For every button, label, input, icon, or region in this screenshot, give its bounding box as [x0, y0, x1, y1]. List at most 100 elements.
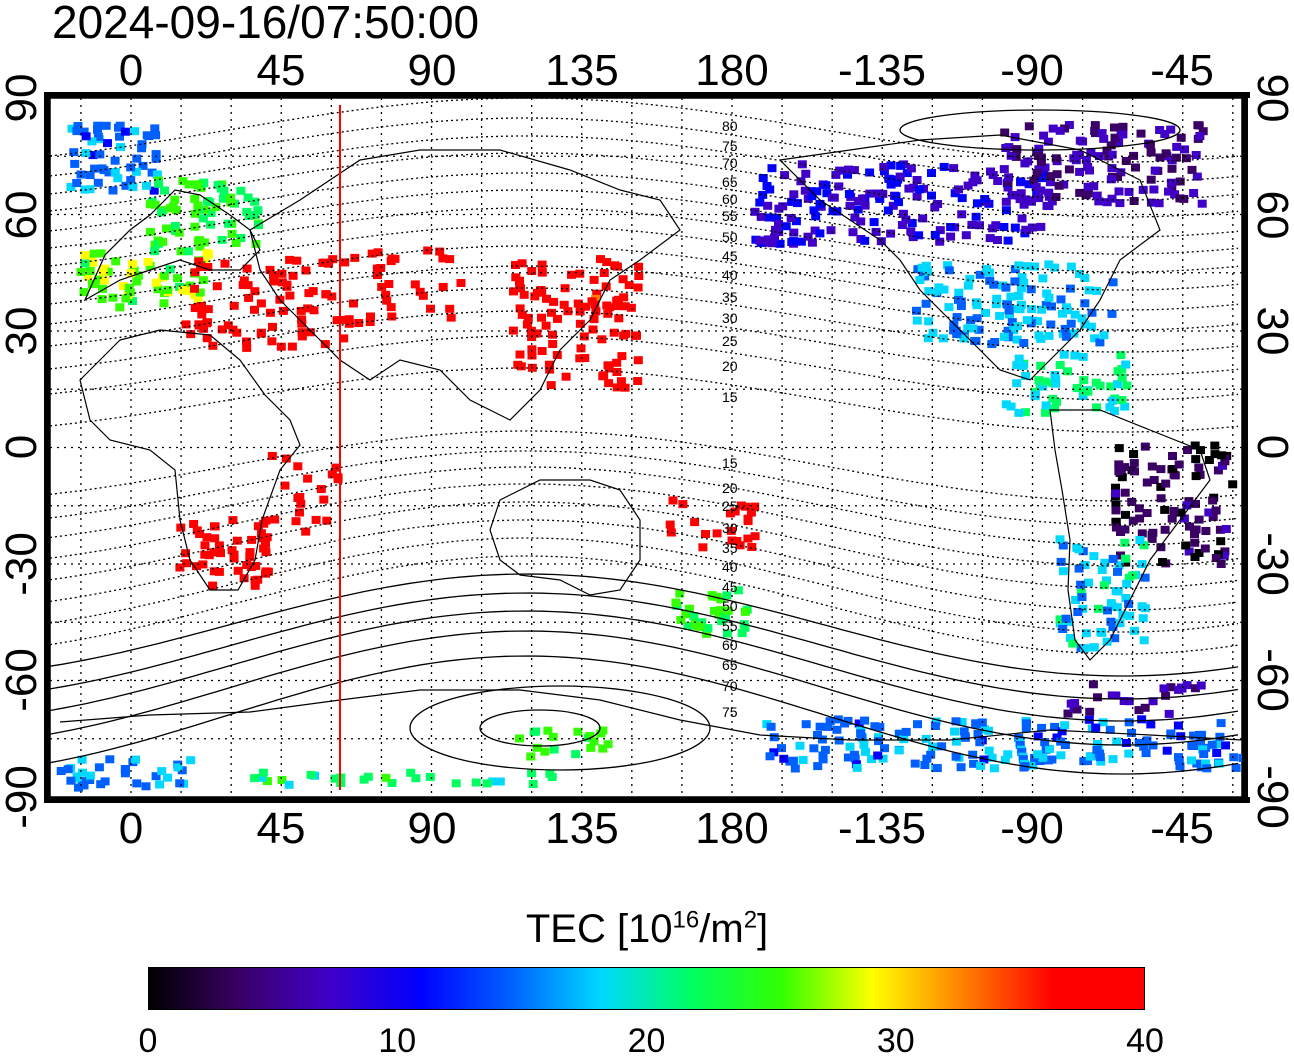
tec-cell — [93, 132, 103, 141]
tec-cell — [722, 591, 732, 600]
tec-cell — [1014, 354, 1024, 363]
contour-line — [50, 630, 1239, 746]
tec-cell — [182, 287, 192, 296]
tec-cell — [88, 151, 98, 160]
top-axis-label: 0 — [119, 46, 143, 95]
tec-cell — [202, 533, 212, 542]
tec-cell — [212, 282, 222, 291]
tec-cell — [1129, 450, 1139, 458]
tec-cell — [253, 206, 263, 215]
tec-cell — [1070, 351, 1080, 360]
contour-line — [50, 655, 1239, 775]
tec-cell — [526, 752, 536, 761]
tec-cell — [766, 722, 776, 731]
tec-cell — [190, 268, 200, 277]
tec-cell — [598, 726, 608, 735]
tec-cell — [951, 717, 961, 726]
tec-cell — [740, 607, 750, 616]
tec-cell — [81, 132, 91, 141]
tec-cell — [110, 156, 120, 165]
tec-cell — [1197, 730, 1206, 739]
tec-cell — [1210, 450, 1220, 459]
tec-cell — [537, 347, 547, 355]
tec-cell — [849, 166, 859, 175]
tec-cell — [251, 239, 261, 248]
tec-cell — [1097, 129, 1107, 138]
tec-cell — [1142, 736, 1152, 745]
tec-cell — [612, 296, 622, 305]
tec-cell — [1076, 588, 1086, 597]
coastline — [778, 134, 1161, 381]
tec-cell — [184, 180, 194, 189]
tec-cell — [208, 581, 218, 590]
tec-cell — [1051, 379, 1061, 388]
tec-cell — [852, 763, 862, 772]
tec-cell — [1042, 289, 1052, 298]
axis-labels: 0 45 90 135 180 -135 -90 -450 45 90 135 180 -135 -90-… — [0, 46, 1294, 853]
contour-line — [50, 135, 1239, 201]
tec-cell — [1160, 525, 1170, 534]
tec-cell — [614, 314, 624, 323]
tec-cell — [747, 543, 757, 551]
tec-cell — [815, 229, 825, 238]
tec-cell — [175, 563, 185, 572]
tec-cell — [1121, 594, 1131, 602]
tec-cell — [1183, 446, 1192, 454]
tec-cell — [1102, 198, 1112, 207]
tec-cell — [1147, 534, 1157, 543]
tec-cell — [297, 328, 307, 337]
tec-cell — [1006, 151, 1016, 160]
tec-cell — [741, 502, 750, 511]
tec-cell — [1052, 170, 1062, 179]
tec-cell — [121, 294, 131, 303]
tec-cell — [1041, 301, 1051, 309]
tec-cell — [1108, 278, 1118, 287]
tec-cell — [1099, 134, 1109, 143]
tec-cell — [1091, 378, 1101, 387]
tec-cell — [810, 226, 820, 235]
tec-cell — [1121, 510, 1130, 519]
tec-cell — [281, 454, 291, 463]
tec-cell — [1179, 514, 1189, 523]
tec-cell — [869, 218, 879, 227]
tec-cell — [1070, 310, 1080, 319]
tec-cell — [245, 548, 255, 557]
tec-cell — [763, 238, 773, 247]
tec-cell — [1107, 309, 1117, 318]
tec-cell — [511, 273, 521, 282]
tec-cell — [544, 360, 554, 369]
tec-cell — [319, 258, 329, 267]
tec-cell — [832, 725, 842, 734]
tec-cell — [750, 207, 760, 216]
tec-cell — [954, 185, 963, 194]
tec-cell — [1088, 680, 1098, 689]
tec-cell — [853, 205, 863, 214]
tec-cell — [438, 283, 448, 291]
contour-line — [50, 152, 1239, 218]
tec-cell — [1034, 144, 1044, 153]
tec-cell — [229, 550, 239, 559]
tec-cell — [296, 306, 306, 315]
tec-cell — [542, 294, 551, 303]
tec-cell — [888, 201, 898, 210]
tec-cell — [1003, 236, 1013, 245]
contour-line — [50, 245, 1239, 311]
colorbar — [148, 967, 1145, 1010]
tec-cell — [843, 753, 853, 762]
tec-cell — [1003, 750, 1013, 759]
tec-cell — [1107, 194, 1117, 203]
tec-cell — [935, 226, 945, 235]
tec-cell — [410, 280, 420, 289]
tec-cell — [93, 125, 102, 134]
tec-cell — [811, 212, 821, 221]
tec-cell — [1150, 166, 1160, 175]
tec-cell — [922, 267, 932, 276]
tec-cell — [292, 256, 302, 265]
tec-cell — [1161, 149, 1171, 158]
tec-cell — [1167, 514, 1177, 523]
tec-cell — [165, 265, 175, 274]
tec-cell — [1077, 314, 1087, 323]
tec-cell — [163, 773, 173, 782]
tec-cell — [1077, 593, 1087, 602]
tec-cell — [406, 768, 416, 777]
